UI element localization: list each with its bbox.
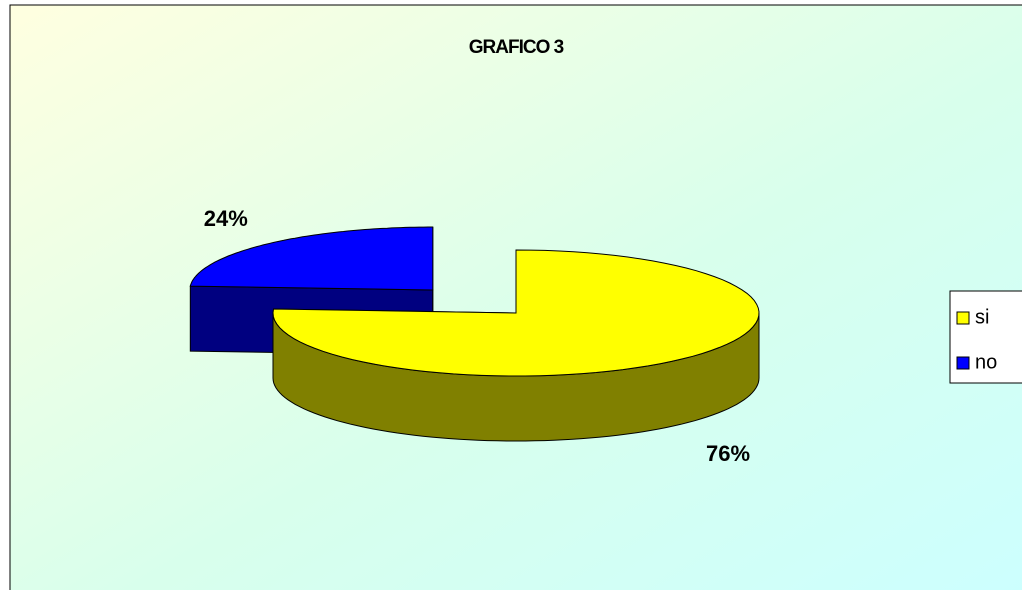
data-label: 76% [706, 441, 750, 466]
legend-label: si [975, 306, 989, 328]
pie-slice [189, 226, 434, 291]
legend-label: no [975, 351, 997, 373]
chart-title: GRAFICO 3 [469, 37, 564, 58]
legend-swatch [956, 311, 970, 325]
data-label: 24% [204, 206, 248, 231]
pie-slice [272, 249, 760, 377]
legend-swatch [956, 356, 970, 370]
